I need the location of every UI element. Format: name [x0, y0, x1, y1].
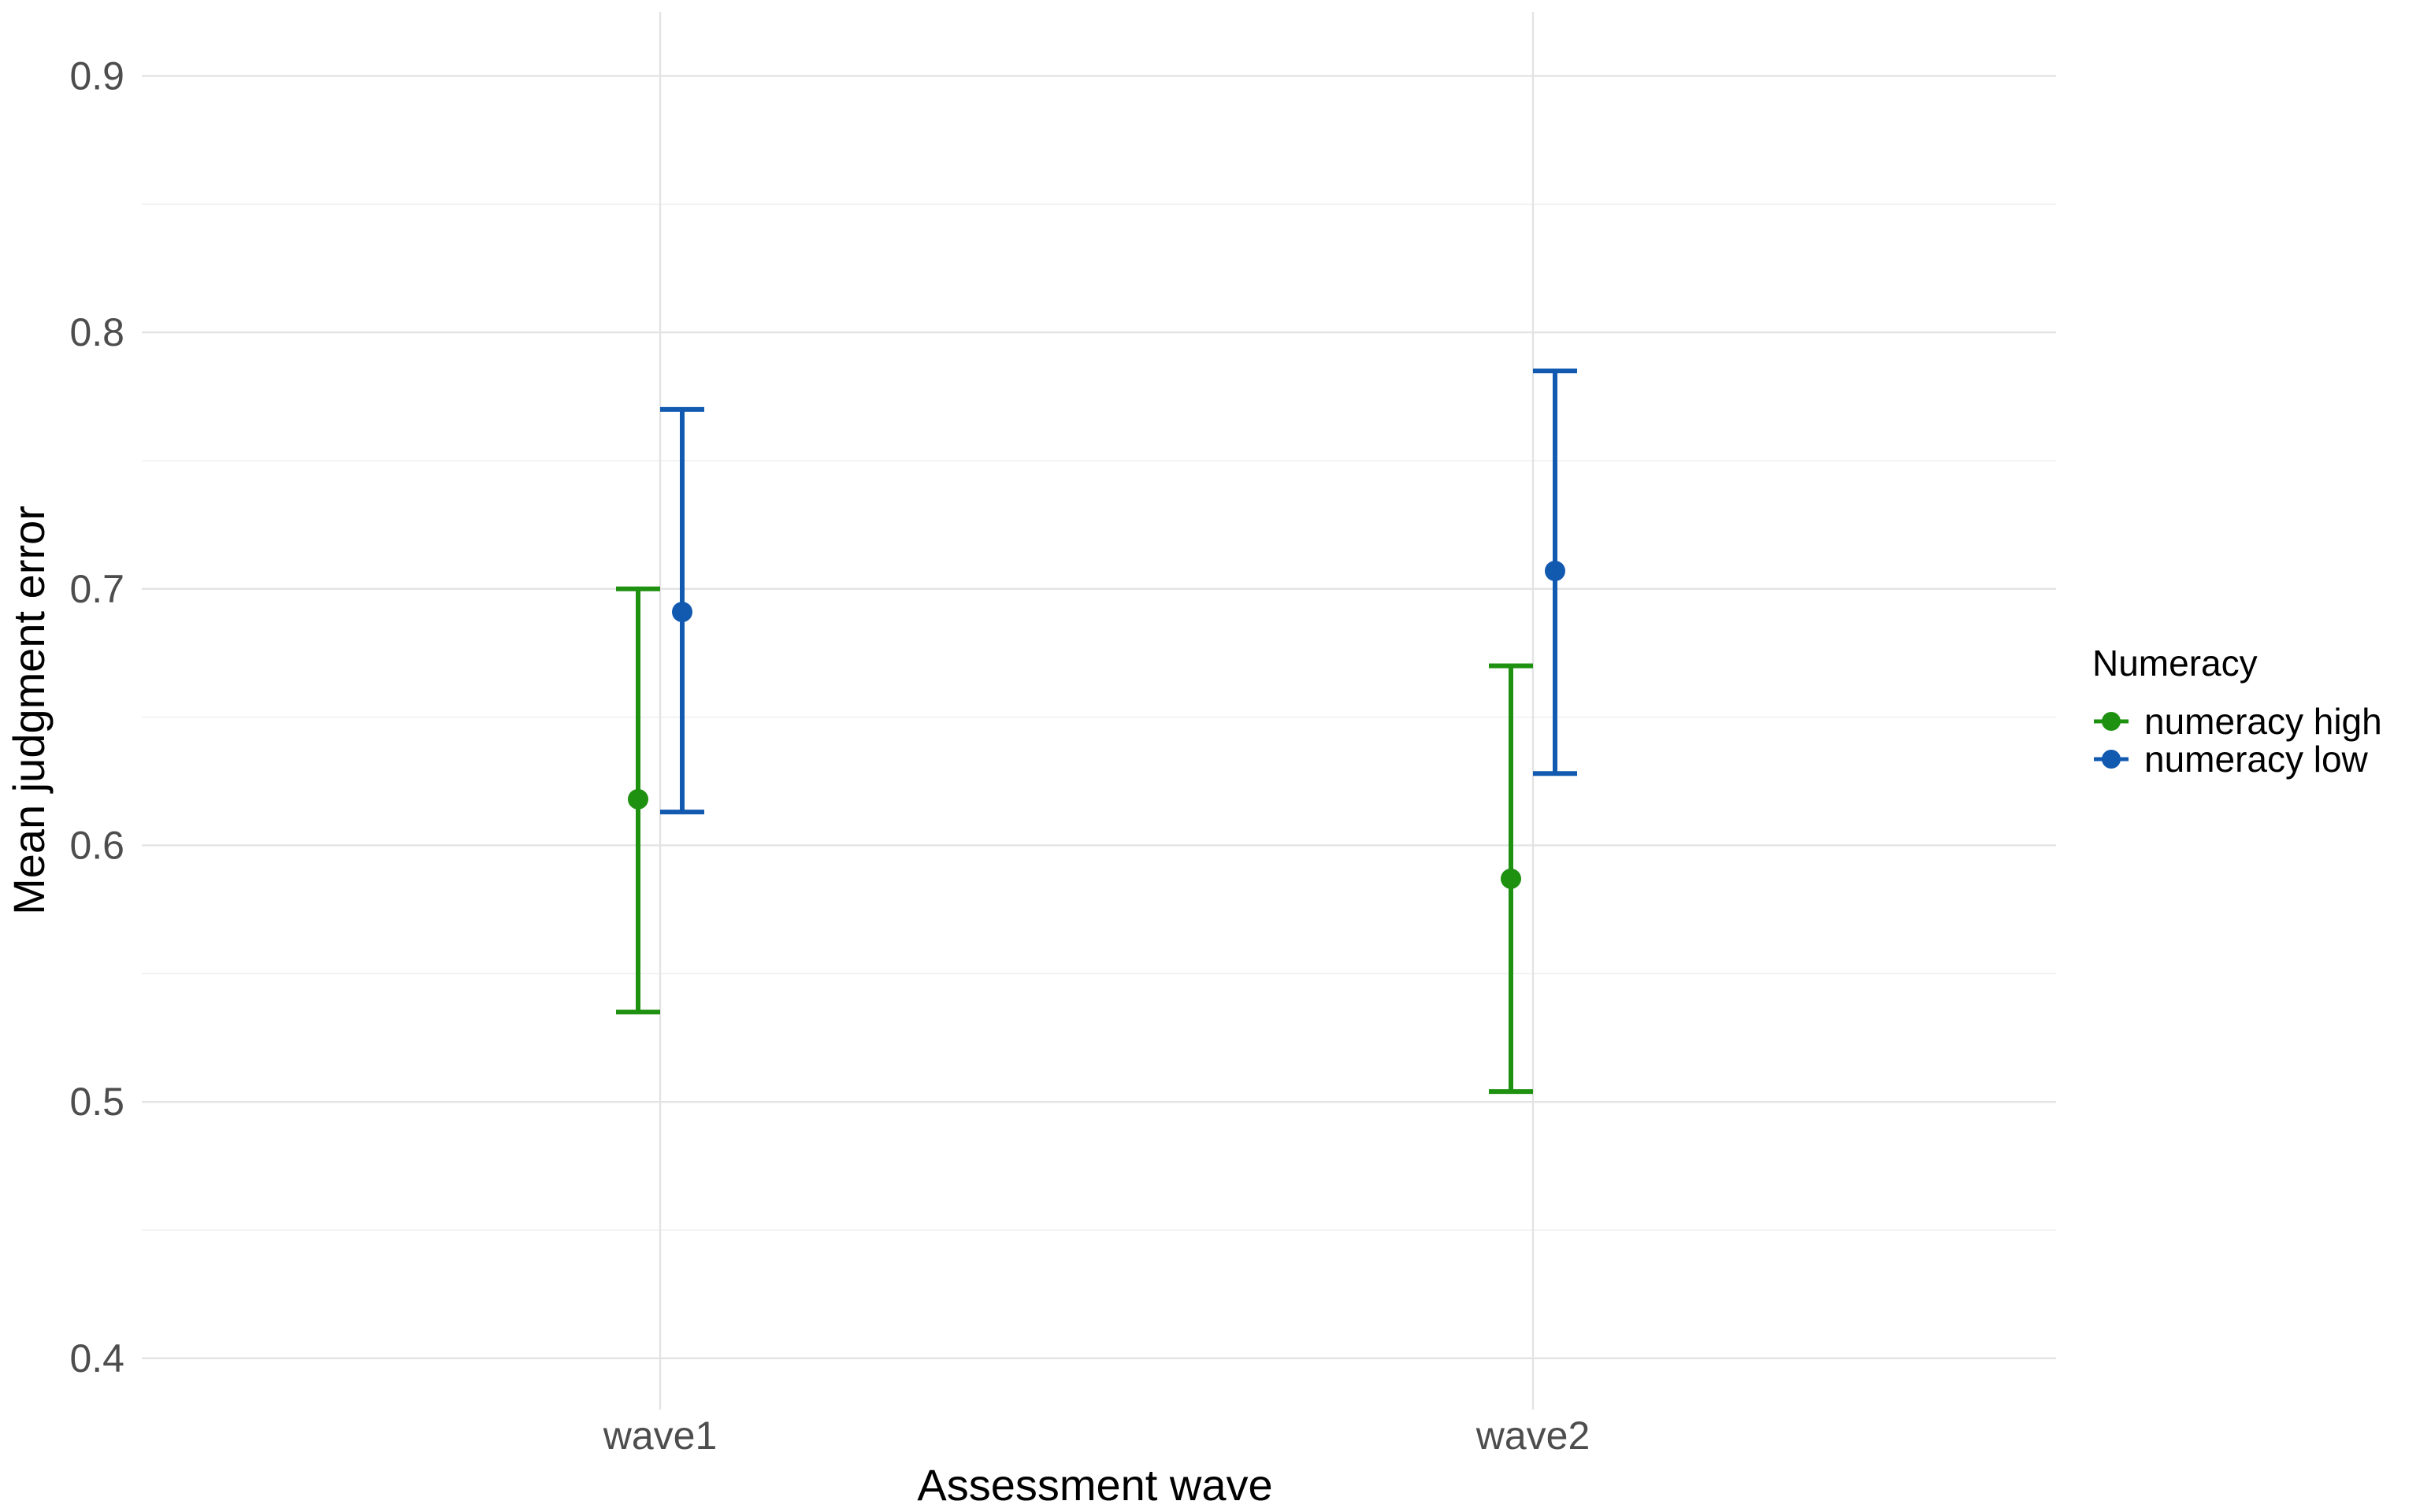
legend-item: numeracy low — [2094, 739, 2369, 780]
y-tick-label: 0.7 — [69, 567, 124, 611]
y-tick-label: 0.8 — [69, 310, 124, 354]
x-tick-label: wave2 — [1475, 1414, 1590, 1458]
data-point — [628, 788, 648, 810]
y-tick-label: 0.6 — [69, 823, 124, 867]
legend-label: numeracy low — [2144, 739, 2369, 780]
legend-title: Numeracy — [2092, 643, 2258, 684]
grid-layer — [142, 12, 2056, 1410]
legend-label: numeracy high — [2144, 701, 2382, 742]
legend-item: numeracy high — [2094, 701, 2382, 742]
series-numeracy-high — [616, 586, 1533, 1095]
y-tick-label: 0.9 — [69, 54, 124, 98]
y-axis-ticks: 0.4 0.5 0.6 0.7 0.8 0.9 — [69, 54, 124, 1380]
series-numeracy-low — [660, 368, 1577, 815]
x-tick-label: wave1 — [603, 1414, 718, 1458]
data-point — [672, 602, 692, 623]
data-point — [1545, 561, 1565, 581]
y-tick-label: 0.4 — [69, 1336, 124, 1380]
x-axis-ticks: wave1 wave2 — [603, 1414, 1590, 1458]
y-axis-title: Mean judgment error — [4, 506, 54, 915]
x-axis-title: Assessment wave — [917, 1460, 1272, 1510]
series-layer — [616, 368, 1577, 1095]
legend-key-point — [2102, 712, 2121, 731]
legend-key-point — [2102, 750, 2121, 769]
data-point — [1501, 868, 1521, 889]
y-tick-label: 0.5 — [69, 1080, 124, 1124]
